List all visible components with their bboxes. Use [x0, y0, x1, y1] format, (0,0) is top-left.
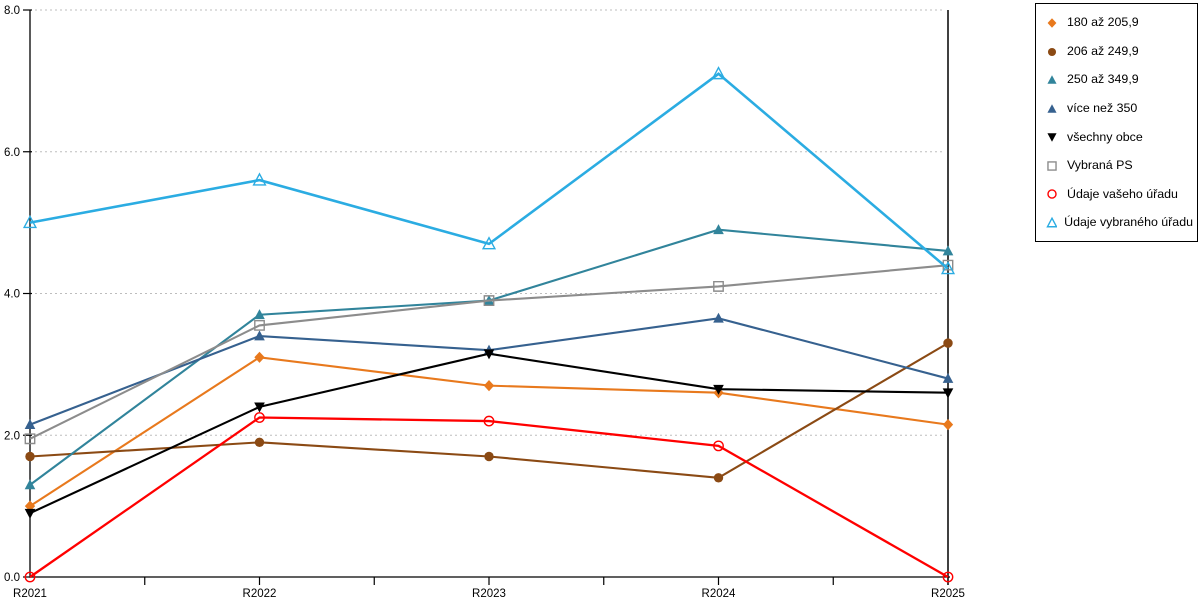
series-line-5 [29, 264, 949, 440]
y-tick-label: 2.0 [4, 430, 20, 442]
series-marker-triangle-up [254, 309, 265, 320]
series-marker-square [483, 295, 495, 306]
legend-label: Vybraná PS [1067, 158, 1133, 173]
legend-marker-triangle-up-icon [1047, 75, 1057, 84]
series-line-6 [29, 416, 949, 578]
series-marker-circle [943, 338, 953, 348]
series-marker-circle [254, 437, 265, 448]
legend-label: všechny obce [1067, 129, 1143, 144]
x-tick-label: R2024 [702, 588, 736, 600]
series-marker-circle [942, 571, 954, 583]
legend-label: více než 350 [1067, 100, 1138, 115]
series-line-7 [29, 72, 949, 270]
legend-item: Údaje vybraného úřadu [1045, 209, 1193, 235]
series-3 [24, 312, 954, 429]
series-marker-triangle-up [940, 261, 956, 275]
series-marker-triangle-down [942, 388, 954, 399]
legend-marker-circle-icon [1047, 47, 1057, 56]
series-marker-square [24, 433, 36, 445]
series-marker-diamond [483, 380, 495, 392]
legend-marker-triangle-up-icon [1046, 216, 1058, 228]
series-line-4 [29, 352, 949, 515]
legend-item: více než 350 [1045, 95, 1193, 121]
series-marker-circle [713, 473, 724, 483]
series-marker-square [254, 319, 265, 331]
series-marker-triangle-up [481, 236, 497, 250]
series-marker-triangle-down [483, 349, 495, 360]
legend-label: 206 až 249,9 [1067, 43, 1139, 58]
legend-label: Údaje vybraného úřadu [1064, 215, 1193, 230]
series-6 [24, 412, 954, 583]
series-marker-circle [25, 451, 35, 462]
legend-item: 250 až 349,9 [1045, 67, 1193, 93]
x-tick-label: R2021 [13, 588, 47, 600]
legend-label: 250 až 349,9 [1067, 72, 1139, 87]
series-7 [22, 66, 956, 275]
y-tick-label: 4.0 [4, 289, 20, 301]
legend-item: všechny obce [1045, 124, 1193, 150]
y-tick-label: 8.0 [4, 5, 20, 17]
series-marker-triangle-down [254, 402, 265, 413]
y-tick-label: 0.0 [4, 572, 20, 584]
series-marker-circle [254, 412, 265, 423]
legend-item: Údaje vašeho úřadu [1045, 181, 1193, 207]
legend-marker-square-icon [1047, 161, 1057, 171]
series-marker-triangle-up [254, 330, 265, 341]
series-marker-square [713, 281, 724, 292]
legend-marker-triangle-down-icon [1047, 133, 1057, 143]
series-marker-triangle-down [713, 384, 724, 395]
series-1 [25, 338, 953, 483]
x-tick-label: R2022 [243, 588, 277, 600]
series-marker-triangle-up [942, 245, 954, 256]
legend-label: Údaje vašeho úřadu [1067, 186, 1178, 201]
series-marker-triangle-up [942, 372, 954, 383]
series-0 [24, 351, 954, 512]
y-tick-label: 6.0 [4, 147, 20, 159]
series-marker-circle [484, 451, 494, 462]
series-marker-circle [24, 571, 36, 583]
series-line-0 [29, 356, 949, 508]
series-marker-triangle-up [22, 214, 38, 229]
legend-item: 206 až 249,9 [1045, 38, 1193, 64]
legend-item: 180 až 205,9 [1045, 10, 1193, 36]
series-marker-circle [713, 440, 724, 452]
series-marker-triangle-up [713, 224, 724, 235]
series-marker-diamond [254, 351, 265, 363]
series-marker-triangle-up [24, 419, 36, 429]
legend-marker-triangle-up-icon [1047, 103, 1057, 113]
legend-marker-circle-icon [1047, 189, 1057, 200]
chart-legend: 180 až 205,9 206 až 249,9 250 až 349,9 více… [1035, 3, 1198, 242]
x-tick-label: R2025 [931, 588, 965, 600]
series-marker-triangle-down [24, 508, 36, 519]
series-marker-triangle-up [713, 312, 724, 323]
series-4 [24, 349, 954, 519]
legend-item: Vybraná PS [1045, 152, 1193, 178]
legend-marker-diamond-icon [1047, 18, 1057, 28]
series-marker-triangle-up [24, 479, 36, 490]
series-marker-triangle-up [252, 172, 267, 186]
series-marker-circle [483, 415, 495, 427]
x-tick-label: R2023 [472, 588, 506, 600]
series-marker-diamond [942, 419, 954, 431]
series-marker-triangle-up [711, 66, 726, 80]
legend-label: 180 až 205,9 [1067, 15, 1139, 30]
